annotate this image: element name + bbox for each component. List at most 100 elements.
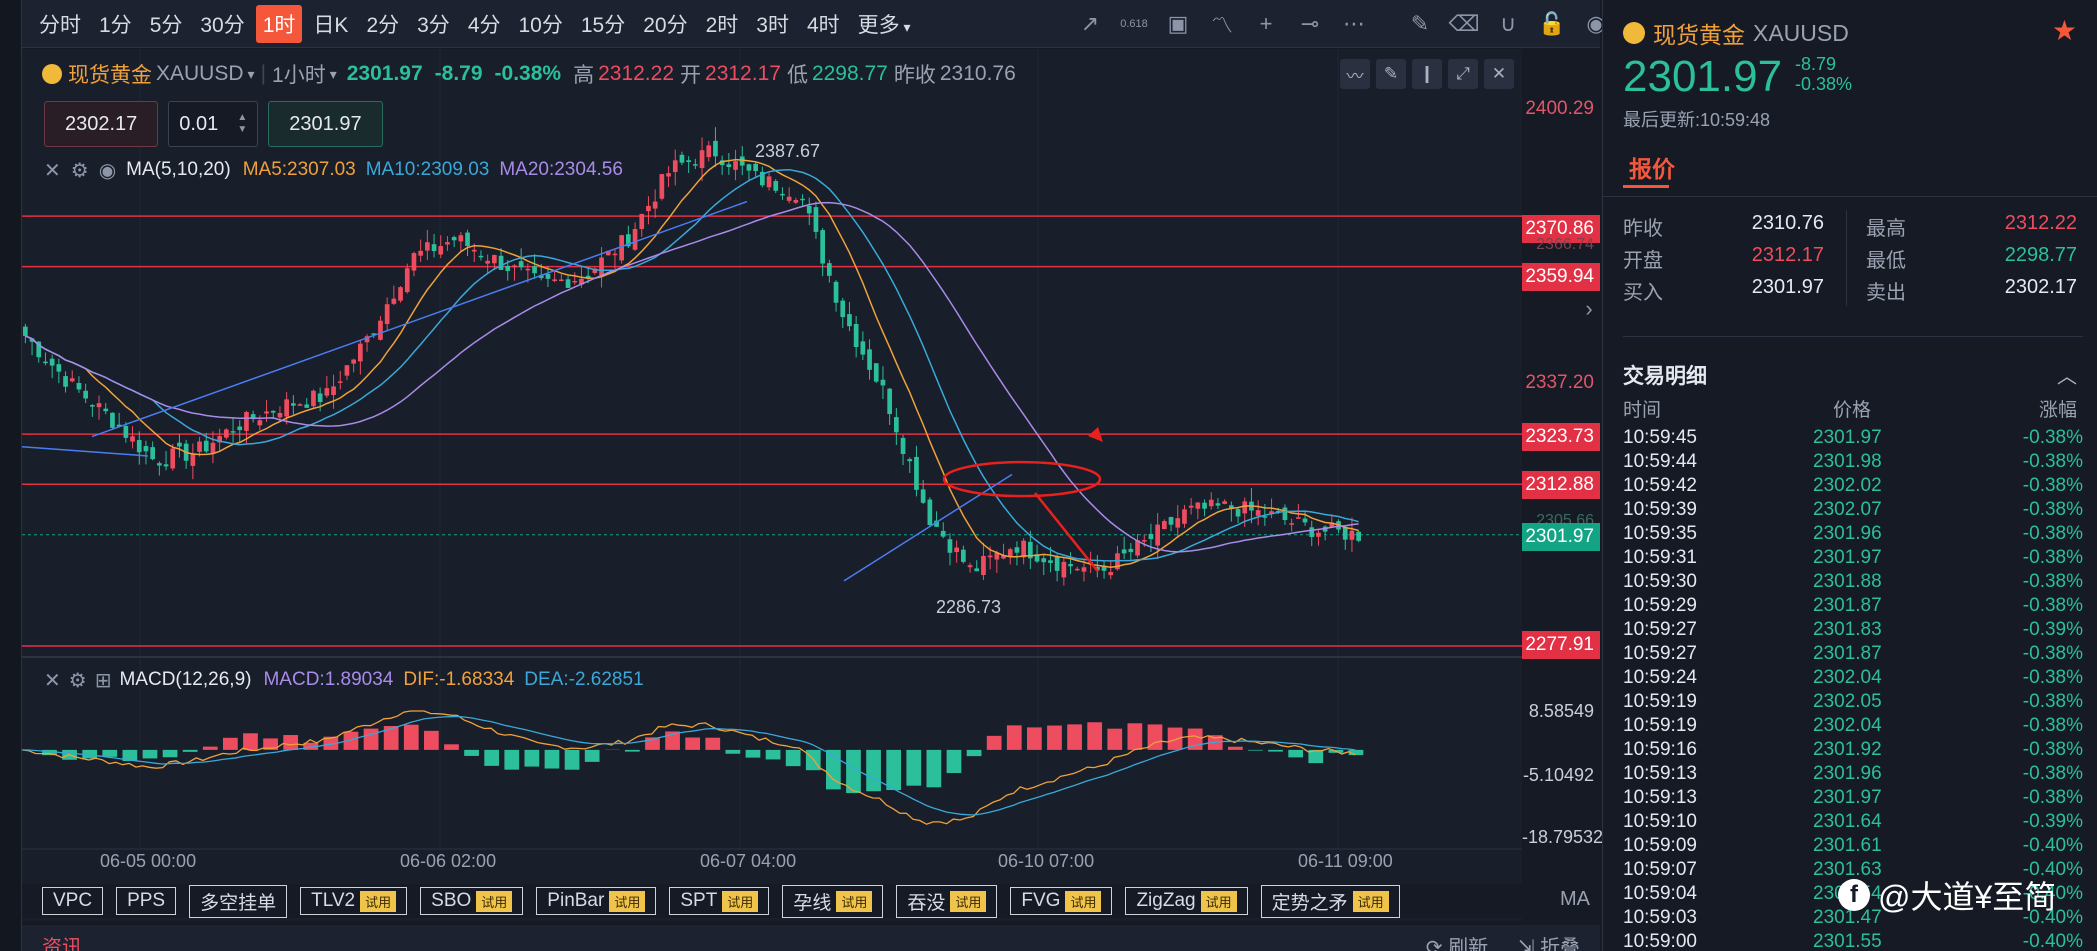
candle[interactable] [411,251,417,277]
candle[interactable] [384,297,390,332]
tab-quote[interactable]: 报价 [1629,156,1675,182]
more-timeframes-button[interactable]: 更多 [851,5,918,43]
chevron-down-icon[interactable]: ▾ [329,65,337,82]
candle[interactable] [163,450,169,471]
buy-price-button[interactable]: 2301.97 [268,101,383,147]
candle[interactable] [337,370,343,390]
timeframe-14[interactable]: 4时 [806,13,840,37]
more-dots-icon[interactable]: ⋯ [1343,11,1365,36]
candle[interactable] [277,406,283,422]
candle[interactable] [981,542,986,580]
candle[interactable] [1001,543,1006,560]
candle[interactable] [391,285,397,306]
chart-canvas[interactable] [22,49,1522,921]
candle[interactable] [1068,552,1073,575]
timeframe-4[interactable]: 1时 [255,4,303,43]
timeframe-5[interactable]: 日K [313,13,349,37]
candle[interactable] [940,522,946,539]
candle[interactable] [1135,534,1140,558]
candle[interactable] [190,443,196,480]
indicator-11[interactable]: 定势之矛 试用 [1260,884,1400,918]
candle[interactable] [1054,554,1060,582]
candle[interactable] [1188,498,1194,515]
candle[interactable] [806,197,812,226]
candle[interactable] [652,189,658,218]
candle[interactable] [887,387,892,425]
candle[interactable] [1302,510,1308,526]
candle[interactable] [672,149,678,186]
candle[interactable] [994,550,1000,574]
candle[interactable] [123,422,129,443]
candle[interactable] [572,272,578,285]
candle[interactable] [552,270,557,283]
candle[interactable] [358,339,363,375]
candle[interactable] [170,444,176,471]
candle[interactable] [766,172,772,191]
indicator-ma-label[interactable]: MA [1560,888,1590,910]
candle[interactable] [1235,506,1241,524]
candle[interactable] [632,222,638,252]
candle[interactable] [344,364,350,380]
chart-panel[interactable]: 现货黄金 XAUUSD ▾ | 1小时 ▾ 2301.97 -8.79 -0.3… [22,49,1603,921]
candle[interactable] [445,236,450,251]
indicator-0[interactable]: VPC [42,887,104,915]
candle[interactable] [291,395,296,415]
star-icon[interactable]: ★ [2051,15,2077,46]
candle[interactable] [518,248,524,271]
candle[interactable] [458,232,464,253]
candle[interactable] [1095,555,1100,578]
candle[interactable] [793,197,799,205]
candle[interactable] [1215,498,1221,510]
candle[interactable] [250,410,256,423]
candle[interactable] [183,439,189,469]
candle[interactable] [1014,541,1020,566]
candle[interactable] [961,545,966,564]
close-icon[interactable]: ✕ [1484,59,1514,89]
candle[interactable] [1175,504,1181,539]
candle[interactable] [974,560,980,572]
indicator-5[interactable]: PinBar 试用 [536,887,657,915]
candle[interactable] [311,389,316,408]
indicator-8[interactable]: 吞没 试用 [896,884,998,918]
candle[interactable] [1356,530,1361,543]
indicator-6[interactable]: SPT 试用 [669,887,770,915]
candle[interactable] [1342,525,1348,550]
eye-icon[interactable]: ◉ [1586,11,1606,36]
trendline-icon[interactable]: ↗ [1080,11,1100,36]
candle[interactable] [760,166,765,188]
candle[interactable] [297,402,303,406]
news-title[interactable]: 资讯 [42,937,82,951]
candle[interactable] [378,316,383,341]
fibonacci-icon[interactable]: 0.618 [1116,9,1152,39]
candle[interactable] [237,420,243,443]
settings-icon[interactable]: ⚙ [68,669,87,692]
chevron-down-icon[interactable]: ▾ [247,65,255,82]
interval-select[interactable]: 1小时 [272,64,326,87]
candle[interactable] [800,194,805,208]
indicator-2[interactable]: 多空挂单 [189,884,288,918]
candle[interactable] [1074,566,1080,572]
indicator-3[interactable]: TLV2 试用 [300,887,408,915]
candle[interactable] [532,254,537,279]
down-arrow-head[interactable] [1088,427,1103,442]
eye-icon[interactable]: ◉ [98,159,117,182]
candle[interactable] [1289,518,1294,532]
candle[interactable] [833,280,839,312]
indicator-4[interactable]: SBO 试用 [420,887,524,915]
pencil-icon[interactable]: ✎ [1376,59,1406,89]
candle[interactable] [719,155,725,175]
candle[interactable] [1202,499,1207,517]
down-arrow-shaft[interactable] [1034,492,1099,573]
candle[interactable] [927,497,933,527]
candle[interactable] [324,375,330,398]
candle[interactable] [880,366,886,400]
candle[interactable] [612,249,618,270]
candle[interactable] [404,263,410,294]
eraser-icon[interactable]: ⌫ [1448,11,1480,36]
candle[interactable] [244,410,249,444]
candle[interactable] [485,254,490,274]
lock-icon[interactable]: 🔓 [1538,11,1566,36]
chart-type-icon[interactable]: 〰 [1340,59,1370,89]
candle[interactable] [351,358,356,373]
crosshair-icon[interactable]: + [1259,11,1273,36]
